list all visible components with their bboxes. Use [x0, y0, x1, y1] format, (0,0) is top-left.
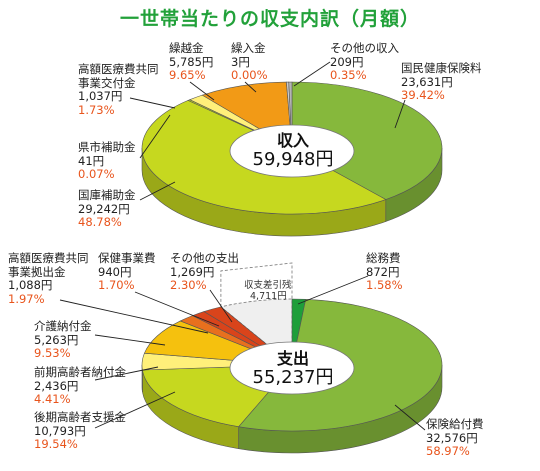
slice-label: 国庫補助金: [78, 188, 136, 202]
label-kenshi: 県市補助金 41円 0.07%: [78, 140, 136, 182]
label-sonota-income: その他の収入 209円 0.35%: [330, 41, 399, 83]
label-sonota-expense: その他の支出 1,269円 2.30%: [170, 251, 239, 293]
pie-center-hole: [229, 341, 355, 395]
label-zenki: 前期高齢者納付金 2,436円 4.41%: [34, 365, 126, 407]
slice-percent: 2.30%: [170, 278, 207, 292]
slice-label: 後期高齢者支援金: [34, 410, 126, 424]
leader-line: [139, 181, 176, 201]
income-caption: 収入: [276, 131, 309, 150]
slice-label: 前期高齢者納付金: [34, 365, 126, 379]
slice-label: 県市補助金: [78, 140, 136, 154]
leader-line: [129, 97, 176, 109]
slice-amount: 5,785円: [169, 54, 214, 69]
slice-percent: 19.54%: [34, 437, 78, 451]
slice-amount: 41円: [78, 153, 105, 168]
slice-amount: 872円: [366, 264, 400, 279]
label-kaigo: 介護納付金 5,263円 9.53%: [34, 319, 92, 361]
label-shushi-sa: 収支差引残 4,711円: [244, 280, 292, 302]
income-total: 59,948円: [252, 149, 334, 170]
slice-label: 高額医療費共同事業拠出金: [8, 251, 89, 279]
label-kogaku-kofu: 高額医療費共同事業交付金 1,037円 1.73%: [78, 62, 168, 117]
leader-line: [94, 391, 176, 429]
slice-amount: 2,436円: [34, 378, 79, 393]
slice-percent: 1.73%: [78, 102, 115, 117]
slice-percent: 1.97%: [8, 291, 45, 306]
slice-percent: 39.42%: [401, 88, 445, 102]
leader-line: [244, 81, 257, 93]
slice-label: 国民健康保険料: [401, 61, 482, 75]
slice-label: 繰入金: [231, 41, 266, 55]
leader-line: [59, 299, 209, 334]
label-kurikoshi: 繰越金 5,785円 9.65%: [169, 41, 214, 83]
leader-line: [189, 81, 215, 101]
leader-line: [394, 99, 406, 129]
slice-percent: 9.65%: [169, 68, 206, 82]
slice-amount: 23,631円: [401, 74, 453, 89]
slice-label: その他の収入: [330, 41, 399, 55]
slice-amount: 1,269円: [170, 264, 215, 279]
difference-outline: [220, 262, 293, 307]
expense-caption: 支出: [276, 349, 309, 368]
slice-percent: 0.00%: [231, 68, 268, 82]
slice-label: 保健事業費: [98, 251, 156, 265]
leader-line: [394, 404, 426, 431]
leader-line: [209, 289, 233, 323]
slice-amount: 1,037円: [78, 89, 123, 103]
leader-line: [94, 334, 166, 346]
leader-line: [134, 291, 220, 327]
slice-label: その他の支出: [170, 251, 239, 265]
slice-amount: 10,793円: [34, 423, 86, 438]
leader-line: [139, 114, 171, 159]
label-kurinyu: 繰入金 3円 0.00%: [231, 41, 268, 83]
label-koki: 後期高齢者支援金 10,793円 19.54%: [34, 410, 126, 452]
slice-percent: 0.07%: [78, 167, 115, 181]
slice-label: 介護納付金: [34, 319, 92, 333]
slice-percent: 4.41%: [34, 392, 71, 406]
label-kokuho-ryo: 国民健康保険料 23,631円 39.42%: [401, 61, 482, 103]
leader-line: [293, 61, 331, 87]
slice-label: 総務費: [366, 251, 401, 265]
slice-amount: 940円: [98, 264, 132, 279]
slice-percent: 0.35%: [330, 68, 367, 82]
slice-label: 保険給付費: [426, 417, 484, 431]
expense-center-label: 支出 55,237円: [228, 350, 358, 388]
slice-amount: 209円: [330, 54, 364, 69]
label-hoken-jigyo: 保健事業費 940円 1.70%: [98, 251, 156, 293]
chart-title: 一世帯当たりの収支内訳（月額）: [119, 8, 420, 30]
label-hoken-kyufu: 保険給付費 32,576円 58.97%: [426, 417, 484, 459]
slice-percent: 48.78%: [78, 215, 122, 229]
leader-line: [297, 275, 369, 305]
slice-amount: 1,088円: [8, 278, 53, 292]
label-kokko: 国庫補助金 29,242円 48.78%: [78, 188, 136, 230]
difference-amount: 4,711円: [250, 291, 287, 302]
slice-percent: 9.53%: [34, 346, 71, 360]
slice-label: 高額医療費共同事業交付金: [78, 62, 159, 90]
difference-label: 収支差引残: [244, 280, 292, 291]
slice-percent: 1.58%: [366, 278, 403, 292]
slice-percent: 1.70%: [98, 278, 135, 292]
income-center-label: 収入 59,948円: [228, 132, 358, 170]
label-kogaku-kyoshutsu: 高額医療費共同事業拠出金 1,088円 1.97%: [8, 251, 98, 306]
slice-amount: 5,263円: [34, 332, 79, 347]
label-somu: 総務費 872円 1.58%: [366, 251, 403, 293]
pie-slice-収入: [291, 81, 443, 200]
slice-amount: 32,576円: [426, 430, 478, 445]
slice-percent: 58.97%: [426, 444, 470, 458]
slice-amount: 3円: [231, 54, 250, 69]
slice-label: 繰越金: [169, 41, 204, 55]
expense-total: 55,237円: [252, 367, 334, 388]
pie-center-hole: [229, 124, 355, 178]
leader-line: [94, 366, 159, 381]
slice-amount: 29,242円: [78, 201, 130, 216]
